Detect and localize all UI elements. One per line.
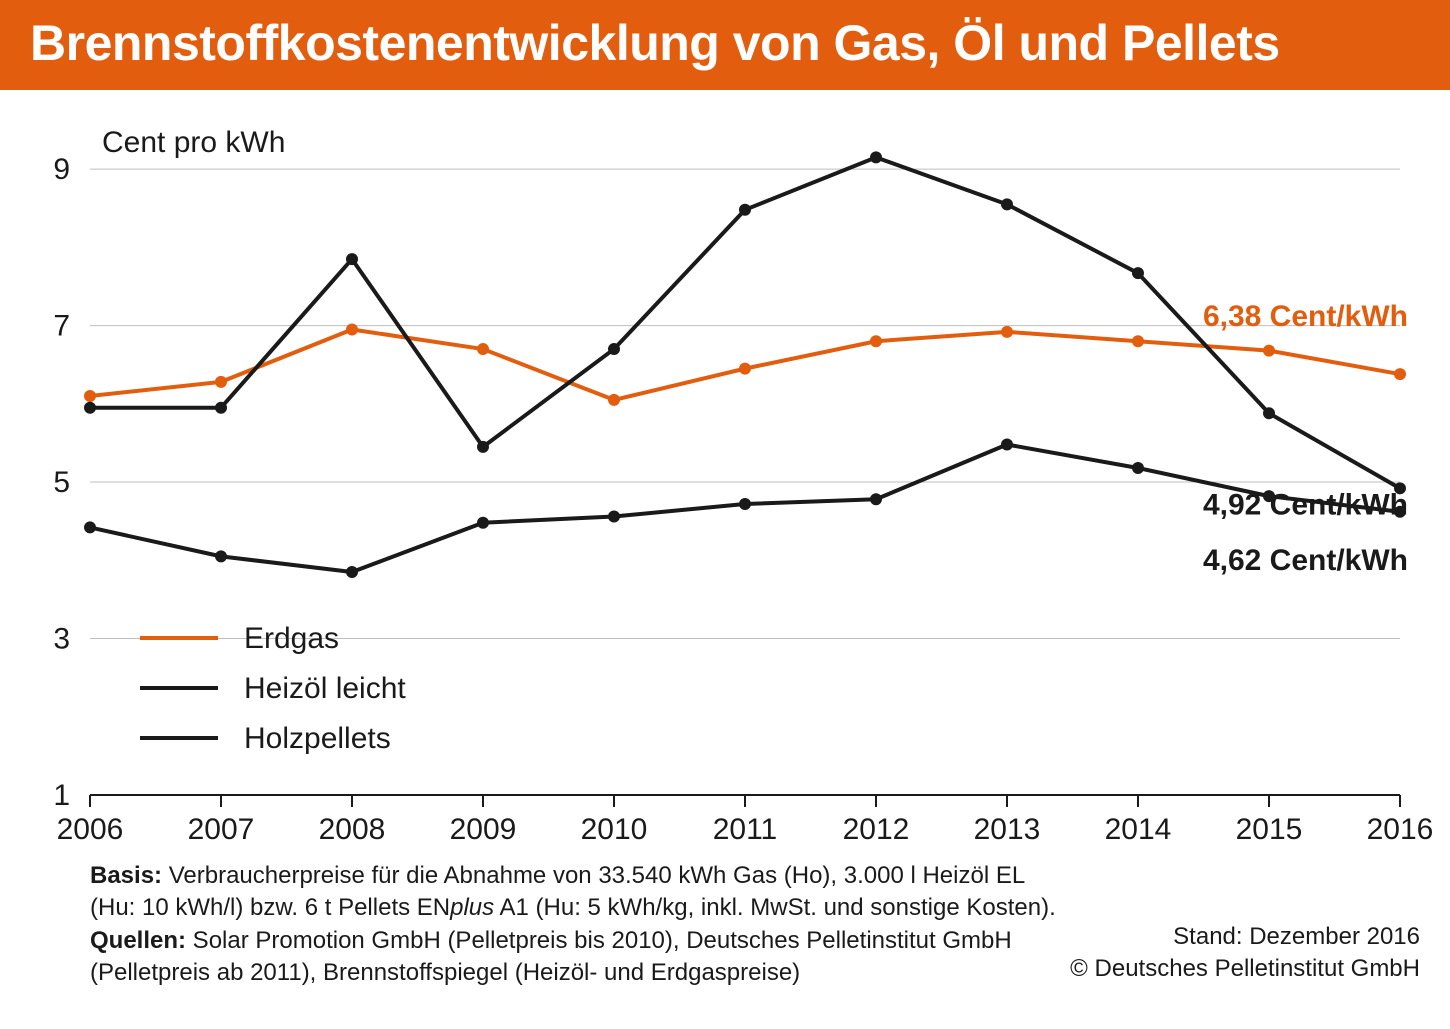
copyright-text: © Deutsches Pelletinstitut GmbH (1070, 955, 1420, 982)
line-chart-svg: 1 3 5 7 9 Cent pro kWh 2006 2007 2008 2009 2010 201… (0, 90, 1450, 860)
y-tick-label: 3 (53, 623, 70, 656)
stand-text: Stand: Dezember 2016 (1173, 923, 1420, 950)
basis-plus: plus (450, 894, 494, 921)
x-tick-label: 2012 (843, 813, 910, 846)
series-marker (870, 335, 882, 347)
series-marker (1001, 326, 1013, 338)
series-marker (346, 253, 358, 265)
series-marker (1132, 462, 1144, 474)
basis-line2a: (Hu: 10 kWh/l) bzw. 6 t Pellets EN (90, 894, 450, 921)
y-axis-label: Cent pro kWh (102, 126, 285, 159)
series-marker (84, 521, 96, 533)
x-tick-label: 2014 (1105, 813, 1172, 846)
series-marker (870, 151, 882, 163)
series-marker (1001, 439, 1013, 451)
series-end-label: 4,92 Cent/kWh (1203, 488, 1408, 521)
legend-label: Holzpellets (244, 722, 391, 755)
quellen-line2: (Pelletpreis ab 2011), Brennstoffspiegel… (90, 959, 800, 986)
series-marker (608, 394, 620, 406)
x-tick-label: 2015 (1236, 813, 1303, 846)
series-marker (477, 343, 489, 355)
series-marker (1001, 198, 1013, 210)
series-end-label: 6,38 Cent/kWh (1203, 300, 1408, 333)
series-marker (477, 441, 489, 453)
series-marker (84, 390, 96, 402)
chart-title-banner: Brennstoffkostenentwicklung von Gas, Öl … (0, 0, 1450, 90)
series-marker (215, 376, 227, 388)
series-marker (215, 402, 227, 414)
y-tick-label: 1 (53, 779, 70, 812)
basis-label: Basis: (90, 862, 162, 889)
series-marker (1263, 490, 1275, 502)
series-marker (346, 324, 358, 336)
chart-area: 1 3 5 7 9 Cent pro kWh 2006 2007 2008 2009 2010 201… (0, 90, 1450, 860)
series-marker (1394, 506, 1406, 518)
series-marker (477, 517, 489, 529)
series-marker (215, 550, 227, 562)
series-marker (608, 510, 620, 522)
series-marker (1263, 407, 1275, 419)
series-marker (608, 343, 620, 355)
series-marker (346, 566, 358, 578)
x-tick-label: 2013 (974, 813, 1041, 846)
series-marker (1263, 345, 1275, 357)
x-tick-label: 2008 (319, 813, 386, 846)
legend-label: Heizöl leicht (244, 672, 406, 705)
legend-label: Erdgas (244, 622, 339, 655)
chart-footer: Basis: Verbraucherpreise für die Abnahme… (0, 860, 1450, 990)
y-tick-label: 7 (53, 310, 70, 343)
chart-title: Brennstoffkostenentwicklung von Gas, Öl … (30, 15, 1280, 71)
basis-line1: Verbraucherpreise für die Abnahme von 33… (162, 862, 1025, 889)
series-marker (1132, 335, 1144, 347)
x-tick-label: 2011 (713, 813, 778, 846)
y-tick-label: 9 (53, 153, 70, 186)
footer-source-text: Basis: Verbraucherpreise für die Abnahme… (90, 860, 1056, 990)
x-tick-label: 2016 (1367, 813, 1434, 846)
series-marker (1132, 267, 1144, 279)
series-marker (1394, 368, 1406, 380)
series-marker (739, 204, 751, 216)
x-tick-label: 2010 (581, 813, 648, 846)
footer-meta: Stand: Dezember 2016 © Deutsches Pelleti… (1070, 921, 1420, 990)
quellen-label: Quellen: (90, 927, 186, 954)
x-tick-label: 2007 (188, 813, 255, 846)
quellen-line1: Solar Promotion GmbH (Pelletpreis bis 20… (186, 927, 1012, 954)
series-marker (739, 498, 751, 510)
series-marker (870, 493, 882, 505)
y-tick-label: 5 (53, 466, 70, 499)
series-marker (84, 402, 96, 414)
x-tick-label: 2009 (450, 813, 517, 846)
basis-line2b: A1 (Hu: 5 kWh/kg, inkl. MwSt. und sonsti… (494, 894, 1056, 921)
x-tick-label: 2006 (57, 813, 124, 846)
series-marker (739, 363, 751, 375)
series-end-label: 4,62 Cent/kWh (1203, 544, 1408, 577)
